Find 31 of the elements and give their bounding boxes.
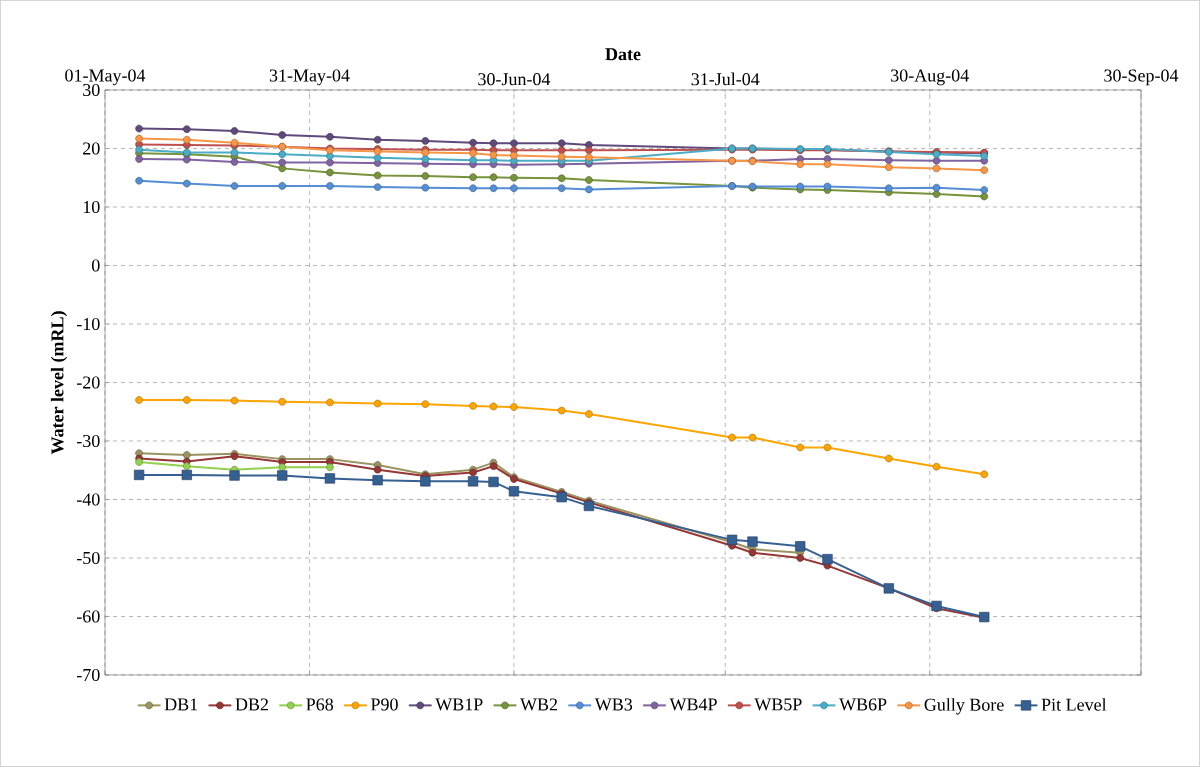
y-tick-label: 30 [83, 83, 100, 97]
legend-label: WB5P [754, 698, 802, 711]
legend-label: Gully Bore [924, 698, 1004, 715]
y-tick-label: 10 [83, 200, 100, 214]
x-tick-label: 01-May-04 [65, 69, 146, 86]
x-tick-label: 31-May-04 [269, 69, 350, 86]
y-tick-label: -40 [76, 493, 100, 506]
y-tick-label: -60 [76, 610, 100, 623]
legend-label: DB2 [235, 698, 268, 711]
legend-label: WB1P [435, 698, 483, 711]
legend-label: WB6P [839, 698, 887, 711]
y-tick-label: -70 [76, 668, 100, 682]
legend-label: Pit Level [1041, 698, 1107, 711]
y-tick-label: -50 [76, 551, 100, 565]
legend-label: P90 [371, 698, 398, 711]
x-tick-label: 30-Aug-04 [891, 69, 969, 86]
y-tick-label: -20 [76, 376, 100, 389]
legend-label: P68 [306, 698, 334, 711]
x-tick-label: 31-Jul-04 [691, 72, 760, 86]
y-axis-title: Water level (mRL) [50, 311, 68, 455]
legend-label: WB2 [520, 698, 558, 711]
x-tick-label: 30-Sep-04 [1104, 69, 1179, 86]
legend-label: WB4P [669, 698, 717, 711]
x-tick-label: 30-Jun-04 [478, 73, 551, 86]
x-axis-title: Date [605, 48, 641, 61]
y-tick-label: 20 [83, 142, 100, 155]
legend-label: DB1 [164, 698, 198, 711]
y-tick-label: -10 [76, 317, 100, 331]
y-tick-label: -30 [76, 434, 100, 448]
y-tick-label: 0 [91, 259, 100, 272]
legend-label: WB3 [594, 698, 633, 711]
